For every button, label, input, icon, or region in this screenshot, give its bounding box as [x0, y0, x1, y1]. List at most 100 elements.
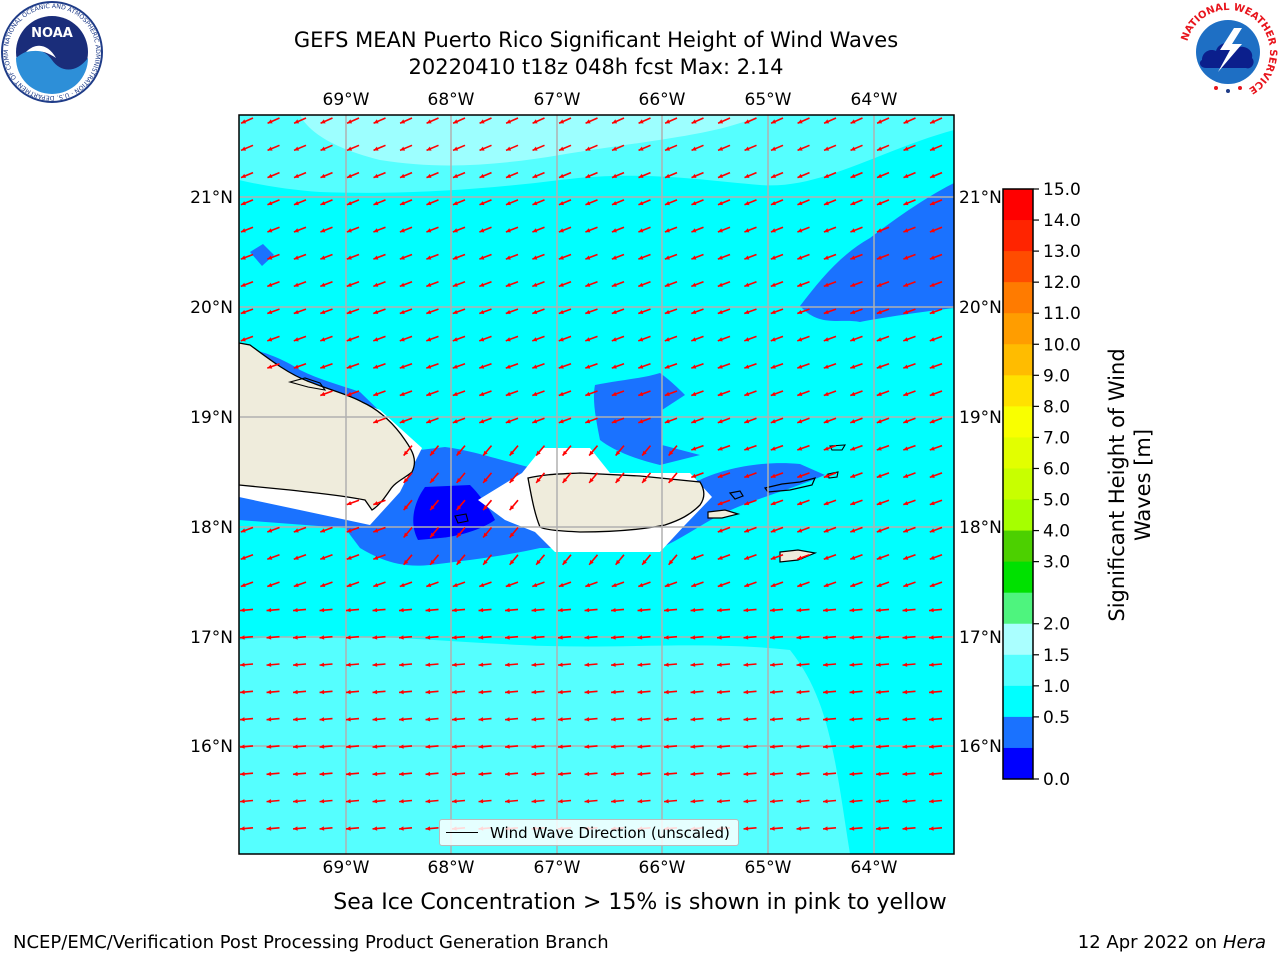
- wave-direction-arrow: [403, 526, 413, 538]
- wave-direction-arrow: [929, 253, 943, 260]
- wave-direction-arrow: [320, 144, 333, 152]
- lon-label-top: 65°W: [745, 90, 792, 110]
- wave-direction-arrow: [770, 472, 784, 479]
- land-hispaniola: [239, 342, 416, 511]
- wave-direction-arrow: [611, 581, 625, 588]
- wave-direction-arrow: [770, 117, 784, 124]
- wave-direction-arrow: [346, 335, 360, 342]
- wave-direction-arrow: [456, 445, 466, 457]
- wave-direction-arrow: [479, 117, 492, 124]
- wave-direction-arrow: [611, 253, 625, 260]
- wave-direction-arrow: [716, 799, 731, 804]
- wave-direction-arrow: [717, 581, 731, 588]
- wave-direction-arrow: [588, 554, 599, 566]
- wave-direction-arrow: [797, 335, 810, 342]
- wave-direction-arrow: [505, 308, 519, 315]
- wave-direction-arrow: [638, 226, 651, 233]
- wave-direction-arrow: [641, 554, 652, 566]
- wave-direction-arrow: [744, 144, 757, 152]
- wave-direction-arrow: [850, 444, 863, 451]
- wave-direction-arrow: [266, 799, 280, 804]
- wave-direction-arrow: [797, 499, 810, 506]
- lat-labels-right: 21°N 20°N 19°N 18°N 17°N 16°N: [959, 188, 1002, 757]
- wave-direction-arrow: [292, 717, 307, 722]
- wave-direction-arrow: [531, 717, 545, 722]
- wave-direction-arrow: [399, 390, 413, 397]
- wave-direction-arrow: [876, 199, 890, 206]
- wave-direction-arrow: [452, 226, 466, 233]
- wave-direction-arrow: [558, 171, 572, 179]
- lat-label-right: 21°N: [959, 188, 1002, 208]
- colorbar-tick-label: 8.0: [1043, 397, 1070, 417]
- wave-direction-arrow: [293, 281, 307, 288]
- wave-direction-arrow: [479, 281, 492, 288]
- wave-direction-arrow: [691, 144, 704, 152]
- wave-direction-arrow: [504, 607, 519, 613]
- wave-direction-arrow: [611, 335, 625, 342]
- wave-direction-arrow: [429, 554, 440, 566]
- wave-direction-arrow: [717, 472, 731, 479]
- wave-direction-arrow: [850, 144, 863, 152]
- wave-direction-arrow: [690, 717, 704, 722]
- wave-direction-arrow: [584, 689, 598, 695]
- wave-direction-arrow: [875, 689, 890, 695]
- wave-direction-arrow: [267, 171, 280, 179]
- wave-direction-arrow: [744, 417, 757, 424]
- wave-direction-arrow: [611, 362, 625, 369]
- wave-direction-arrow: [797, 362, 810, 369]
- wave-direction-arrow: [876, 117, 890, 124]
- wave-direction-arrow: [769, 799, 784, 804]
- wave-direction-arrow: [293, 554, 307, 560]
- wave-direction-arrow: [664, 144, 678, 152]
- wave-direction-arrow: [429, 445, 440, 457]
- colorbar-tick-label: 12.0: [1043, 273, 1081, 293]
- nws-logo: NATIONAL WEATHER SERVICE: [1178, 2, 1278, 102]
- wave-direction-arrow: [823, 281, 837, 288]
- wave-direction-arrow: [320, 253, 333, 260]
- wave-direction-arrow: [641, 445, 652, 457]
- wave-direction-arrow: [744, 554, 757, 560]
- wave-direction-arrow: [770, 417, 784, 424]
- wave-direction-arrow: [611, 281, 625, 288]
- wave-direction-arrow: [292, 744, 307, 749]
- lat-label-left: 20°N: [190, 298, 233, 318]
- wave-direction-arrow: [770, 335, 784, 342]
- wave-direction-arrow: [452, 335, 466, 342]
- wave-direction-arrow: [928, 826, 943, 831]
- wave-direction-arrow: [638, 390, 651, 397]
- wave-direction-arrow: [796, 689, 810, 695]
- wave-direction-arrow: [928, 607, 943, 613]
- colorbar-tick-label: 9.0: [1043, 366, 1070, 386]
- wave-direction-arrow: [849, 744, 863, 749]
- wave-direction-arrow: [769, 826, 784, 831]
- wave-direction-arrow: [929, 499, 943, 506]
- wave-direction-arrow: [452, 581, 466, 588]
- wave-direction-arrow: [769, 744, 784, 749]
- wave-direction-arrow: [717, 199, 731, 206]
- wave-direction-arrow: [509, 499, 519, 511]
- wave-direction-arrow: [240, 335, 254, 342]
- land-culebra: [728, 490, 744, 500]
- wave-direction-arrow: [903, 554, 916, 560]
- wave-direction-arrow: [664, 308, 678, 315]
- colorbar-swatch: [1003, 716, 1033, 749]
- wave-direction-arrow: [823, 144, 837, 152]
- wave-direction-arrow: [770, 362, 784, 369]
- wave-direction-arrow: [504, 635, 519, 640]
- wave-direction-arrow: [531, 689, 545, 695]
- wave-direction-arrow: [690, 744, 704, 749]
- wave-direction-arrow: [320, 390, 333, 397]
- wave-direction-arrow: [850, 554, 863, 560]
- wave-direction-arrow: [398, 635, 413, 640]
- wave-direction-arrow: [479, 226, 492, 233]
- wave-direction-arrow: [346, 253, 360, 260]
- wave-direction-arrow: [456, 526, 466, 538]
- wave-direction-arrow: [478, 799, 492, 804]
- wave-direction-arrow: [558, 581, 572, 588]
- colorbar-swatch: [1003, 747, 1033, 780]
- wave-direction-arrow: [875, 826, 890, 831]
- wave-direction-arrow: [584, 662, 598, 667]
- wave-direction-arrow: [562, 472, 572, 484]
- wave-direction-arrow: [240, 281, 254, 288]
